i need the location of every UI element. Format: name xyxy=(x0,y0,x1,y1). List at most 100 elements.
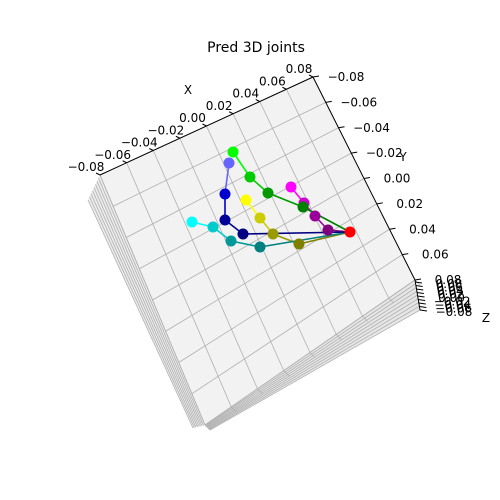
joint-wrist xyxy=(344,226,356,238)
axes-3d: −0.08−0.06−0.04−0.020.000.020.040.060.08… xyxy=(68,62,490,431)
grid-line xyxy=(335,334,342,340)
grid-line xyxy=(259,101,363,317)
z-tick-mark xyxy=(416,288,424,291)
x-tick-mark xyxy=(175,135,181,139)
y-tick-label: −0.02 xyxy=(366,146,403,160)
y-axis-label: Y xyxy=(398,150,407,164)
joint-thumb-2 xyxy=(309,210,321,222)
z-tick-label: 0.04 xyxy=(437,284,464,298)
z-tick-mark xyxy=(418,302,426,305)
grid-line xyxy=(207,298,419,429)
x-tick-mark xyxy=(202,123,207,127)
joint-thumb-1 xyxy=(322,224,334,236)
grid-line xyxy=(96,181,203,426)
x-tick-label: 0.00 xyxy=(179,111,206,125)
grid-line xyxy=(93,187,200,427)
hand-skeleton xyxy=(186,146,356,253)
y-tick-label: 0.00 xyxy=(384,172,411,186)
joint-index-4 xyxy=(227,146,239,158)
grid-line xyxy=(209,309,421,431)
grid-line xyxy=(191,254,403,395)
grid-line xyxy=(205,283,416,426)
z-tick-label: −0.02 xyxy=(434,295,471,309)
x-tick-mark xyxy=(95,172,101,176)
bone-line xyxy=(259,231,351,248)
tick-labels: −0.08−0.06−0.04−0.020.000.020.040.060.08… xyxy=(68,62,473,319)
joint-middle-3 xyxy=(254,212,266,224)
x-tick-mark xyxy=(308,74,314,78)
x-tick-label: 0.02 xyxy=(206,99,233,113)
joint-index-2 xyxy=(262,187,274,199)
y-tick-label: −0.06 xyxy=(340,95,377,109)
z-axis-line xyxy=(414,279,421,311)
grid-line xyxy=(152,178,365,301)
grid-line xyxy=(206,290,418,428)
bone-line xyxy=(267,192,304,208)
z-tick-mark xyxy=(417,295,425,298)
grid-line xyxy=(87,199,194,429)
z-tick-mark xyxy=(415,285,423,287)
x-tick-label: −0.02 xyxy=(147,123,184,137)
joint-middle-2 xyxy=(267,228,279,240)
joint-pinky-1 xyxy=(237,228,249,240)
x-tick-label: −0.08 xyxy=(68,160,105,174)
grid-line xyxy=(309,352,316,358)
y-tick-mark xyxy=(351,151,358,154)
z-tick-mark xyxy=(414,281,423,284)
x-tick-label: 0.06 xyxy=(259,74,286,88)
z-tick-mark xyxy=(419,309,428,312)
grid-line xyxy=(388,297,395,304)
x-tick-label: 0.04 xyxy=(232,87,259,101)
grid-line xyxy=(283,370,290,376)
x-tick-label: −0.04 xyxy=(121,136,158,150)
grid-line xyxy=(95,184,201,427)
y-tick-label: 0.06 xyxy=(422,248,449,262)
grid-line xyxy=(206,287,417,427)
grid-line xyxy=(98,177,204,426)
joint-pinky-4 xyxy=(223,157,235,169)
grid-line xyxy=(204,424,211,431)
x-tick-mark xyxy=(282,86,287,90)
x-tick-mark xyxy=(122,160,127,164)
y-tick-mark xyxy=(414,278,422,281)
x-tick-mark xyxy=(149,148,154,151)
joint-ring-2 xyxy=(225,235,237,247)
grid-line xyxy=(207,294,418,428)
x-tick-label: 0.08 xyxy=(286,62,313,76)
z-tick-label: 0.06 xyxy=(436,281,463,295)
grid-line xyxy=(178,228,390,363)
joint-index-3 xyxy=(244,171,256,183)
y-tick-label: 0.04 xyxy=(409,222,436,236)
x-tick-label: −0.06 xyxy=(94,148,131,162)
y-tick-label: −0.04 xyxy=(353,121,390,135)
grid-line xyxy=(232,113,337,335)
y-tick-mark xyxy=(402,253,409,256)
z-tick-mark xyxy=(416,292,424,294)
joint-thumb-4 xyxy=(285,181,297,193)
joint-pinky-2 xyxy=(219,214,231,226)
y-tick-label: 0.08 xyxy=(435,273,462,287)
x-axis-label: X xyxy=(184,83,192,97)
chart-title: Pred 3D joints xyxy=(207,40,305,56)
joint-middle-1 xyxy=(293,238,305,250)
z-tick-mark xyxy=(418,299,426,301)
joint-index-1 xyxy=(297,201,309,213)
joint-ring-1 xyxy=(254,241,266,253)
z-tick-label: −0.04 xyxy=(434,298,471,312)
z-tick-mark xyxy=(419,306,427,308)
z-tick-label: 0.02 xyxy=(438,288,465,302)
grid-line xyxy=(165,203,377,332)
joint-middle-4 xyxy=(240,194,252,206)
x-tick-mark xyxy=(228,111,234,115)
joint-ring-3 xyxy=(207,221,219,233)
y-tick-label: −0.08 xyxy=(328,70,365,84)
y-tick-mark xyxy=(363,177,371,179)
y-tick-mark xyxy=(312,75,320,78)
y-tick-mark xyxy=(376,202,383,205)
joint-pinky-3 xyxy=(219,188,231,200)
z-tick-label: 0.08 xyxy=(436,277,463,291)
x-tick-mark xyxy=(255,99,260,102)
y-tick-mark xyxy=(389,227,396,230)
grid-line xyxy=(92,190,198,428)
